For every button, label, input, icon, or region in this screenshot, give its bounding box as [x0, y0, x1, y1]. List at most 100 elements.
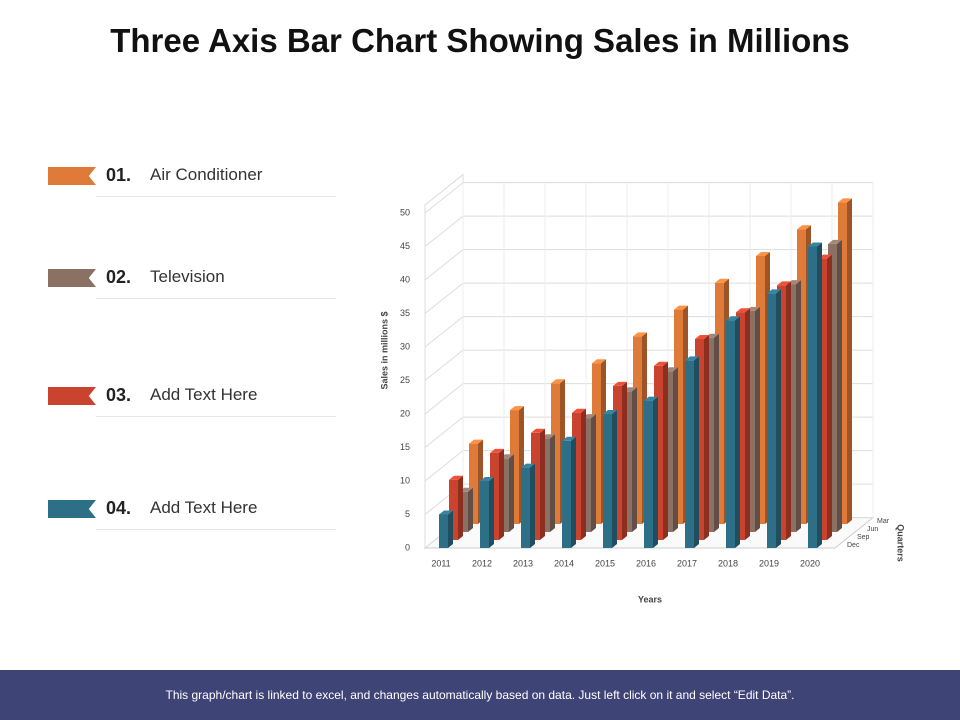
y-axis-title: Sales in millions $ [379, 311, 389, 389]
bar [572, 412, 581, 540]
bar [818, 258, 827, 540]
bar [510, 410, 519, 524]
x-tick-label: 2013 [513, 558, 533, 568]
grid-line [424, 316, 464, 348]
bar-side [499, 448, 504, 540]
legend-divider [96, 298, 336, 299]
bar [828, 243, 837, 532]
bar-side [827, 254, 832, 540]
bar [736, 312, 745, 540]
legend-number: 01. [106, 165, 132, 185]
bar [480, 481, 489, 548]
bar [613, 385, 622, 540]
legend-number: 04. [106, 498, 132, 518]
z-tick-label: Dec [847, 542, 860, 549]
bar-top [480, 477, 494, 481]
bar [439, 514, 448, 548]
bar-side [796, 280, 801, 532]
bar-side [612, 410, 617, 548]
bar-top [490, 448, 504, 453]
legend-number: 02. [106, 267, 132, 287]
x-tick-label: 2011 [431, 558, 450, 568]
bar-side [704, 335, 709, 540]
legend-label: Add Text Here [150, 385, 258, 404]
legend-divider [96, 416, 336, 417]
bar-side [755, 306, 760, 532]
bar [469, 443, 478, 524]
x-axis-title: Years [638, 594, 662, 604]
bar-side [714, 333, 719, 532]
bar [459, 491, 468, 532]
bar-side [786, 281, 791, 540]
grid-line [424, 249, 464, 281]
legend-number: 03. [106, 385, 132, 405]
bar-top [603, 410, 617, 414]
y-tick-label: 25 [400, 375, 410, 385]
bar [767, 293, 776, 548]
legend-swatch [48, 387, 96, 405]
bar-top [736, 308, 750, 313]
bar-top [808, 242, 822, 247]
bar-side [530, 463, 535, 548]
bar-top [828, 239, 842, 244]
bar [808, 246, 817, 548]
x-tick-label: 2015 [595, 558, 615, 568]
bar-top [439, 510, 453, 515]
bar-top [726, 316, 740, 321]
grid-line [424, 282, 464, 314]
bar-side [847, 198, 852, 524]
bar [603, 414, 612, 548]
bar [664, 371, 673, 532]
bar-top [613, 381, 627, 386]
y-tick-label: 5 [405, 509, 410, 519]
legend-swatch [48, 269, 96, 287]
bar [797, 229, 806, 524]
legend-item: 02. Television [48, 267, 338, 309]
bar-side [581, 408, 586, 540]
bar-side [489, 477, 494, 548]
x-tick-label: 2020 [800, 558, 820, 568]
x-tick-label: 2016 [636, 558, 656, 568]
z-axis-title: Quarters [896, 524, 906, 562]
y-tick-label: 10 [400, 475, 410, 485]
bar [449, 479, 458, 540]
legend-swatch [48, 167, 96, 185]
bar-side [448, 510, 453, 548]
bar-side [591, 414, 596, 532]
y-tick-label: 20 [400, 408, 410, 418]
legend-divider [96, 529, 336, 530]
bar [726, 320, 735, 548]
bar-top [633, 332, 647, 337]
x-tick-label: 2014 [554, 558, 574, 568]
bar-side [837, 239, 842, 532]
bar [777, 285, 786, 540]
legend-item: 01. Air Conditioner [48, 165, 338, 207]
bar-top [531, 428, 545, 433]
bar [531, 432, 540, 540]
bar-top [685, 356, 699, 361]
bar [787, 284, 796, 532]
bar [490, 452, 499, 540]
bar [500, 458, 509, 532]
bar-side [632, 387, 637, 532]
chart: 0 5 10 15 20 25 30 35 40 45 50 2011 2012 2013 2014 2015… [379, 173, 906, 604]
bar-side [653, 396, 658, 548]
bar [623, 391, 632, 532]
grid-line [424, 383, 464, 415]
legend-item: 03. Add Text Here [48, 385, 338, 427]
bar-side [622, 381, 627, 540]
bar-side [468, 487, 473, 532]
bar-top [469, 439, 483, 444]
grid-line [424, 450, 464, 482]
bar-top [510, 406, 524, 411]
legend-label: Add Text Here [150, 498, 258, 517]
bar [674, 309, 683, 524]
bar-top [777, 281, 791, 286]
bar [838, 202, 847, 524]
bar-top [715, 278, 729, 283]
bar [633, 336, 642, 524]
bar-top [838, 198, 852, 203]
grid-line [424, 182, 464, 214]
bar-side [458, 475, 463, 540]
